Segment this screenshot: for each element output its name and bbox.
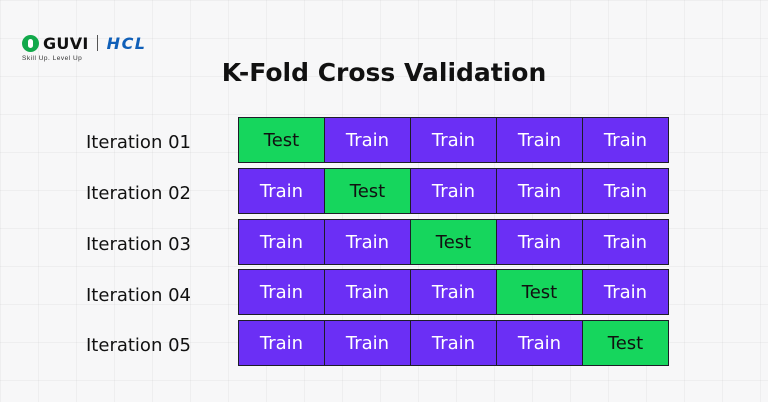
train-fold-cell: Train bbox=[496, 168, 583, 214]
iteration-row-05: Train Train Train Train Test bbox=[238, 320, 669, 366]
iteration-label-04: Iteration 04 bbox=[86, 285, 191, 306]
test-fold-cell: Test bbox=[238, 117, 325, 163]
train-fold-cell: Train bbox=[582, 219, 669, 265]
iteration-row-04: Train Train Train Test Train bbox=[238, 269, 669, 315]
train-fold-cell: Train bbox=[324, 269, 411, 315]
train-fold-cell: Train bbox=[410, 269, 497, 315]
iteration-label-03: Iteration 03 bbox=[86, 234, 191, 255]
iteration-row-01: Test Train Train Train Train bbox=[238, 117, 669, 163]
train-fold-cell: Train bbox=[238, 320, 325, 366]
brand-logo: GUVI HCL Skill Up. Level Up bbox=[22, 33, 147, 67]
train-fold-cell: Train bbox=[582, 168, 669, 214]
iteration-label-05: Iteration 05 bbox=[86, 335, 191, 356]
test-fold-cell: Test bbox=[324, 168, 411, 214]
train-fold-cell: Train bbox=[238, 168, 325, 214]
train-fold-cell: Train bbox=[410, 117, 497, 163]
train-fold-cell: Train bbox=[496, 320, 583, 366]
test-fold-cell: Test bbox=[582, 320, 669, 366]
test-fold-cell: Test bbox=[410, 219, 497, 265]
page-title: K-Fold Cross Validation bbox=[221, 58, 547, 87]
train-fold-cell: Train bbox=[324, 320, 411, 366]
train-fold-cell: Train bbox=[582, 117, 669, 163]
train-fold-cell: Train bbox=[324, 219, 411, 265]
logo-divider bbox=[96, 35, 98, 51]
train-fold-cell: Train bbox=[410, 168, 497, 214]
hcl-wordmark: HCL bbox=[106, 33, 147, 53]
train-fold-cell: Train bbox=[238, 269, 325, 315]
brand-tagline: Skill Up. Level Up bbox=[22, 55, 83, 62]
test-fold-cell: Test bbox=[496, 269, 583, 315]
iteration-row-02: Train Test Train Train Train bbox=[238, 168, 669, 214]
train-fold-cell: Train bbox=[324, 117, 411, 163]
train-fold-cell: Train bbox=[238, 219, 325, 265]
guvi-logo-icon bbox=[22, 34, 39, 52]
guvi-wordmark: GUVI bbox=[43, 33, 89, 53]
train-fold-cell: Train bbox=[496, 117, 583, 163]
iteration-row-03: Train Train Test Train Train bbox=[238, 219, 669, 265]
train-fold-cell: Train bbox=[410, 320, 497, 366]
iteration-label-01: Iteration 01 bbox=[86, 132, 191, 153]
train-fold-cell: Train bbox=[496, 219, 583, 265]
iteration-label-02: Iteration 02 bbox=[86, 183, 191, 204]
train-fold-cell: Train bbox=[582, 269, 669, 315]
